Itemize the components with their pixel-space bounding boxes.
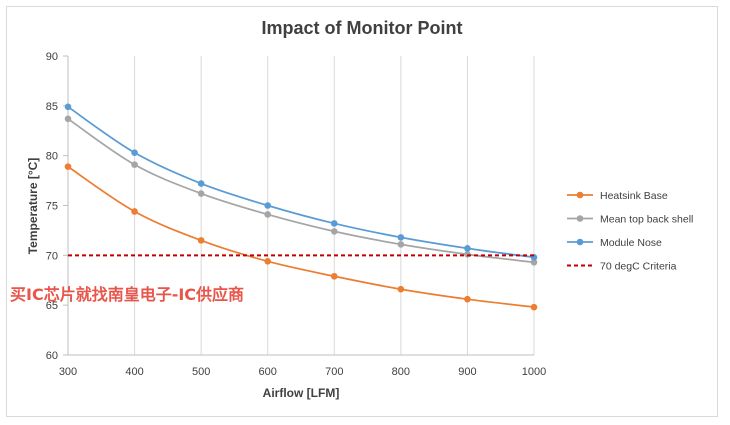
legend-label: 70 degC Criteria	[600, 261, 677, 273]
legend-item-mean-top-back-shell: Mean top back shell	[567, 214, 693, 226]
legend-label: Mean top back shell	[600, 214, 693, 226]
x-tick-label: 400	[125, 366, 143, 378]
data-point	[464, 295, 471, 303]
y-tick-label: 85	[46, 101, 58, 113]
chart-title: Impact of Monitor Point	[262, 18, 463, 38]
data-point	[464, 245, 471, 252]
data-point	[131, 149, 138, 156]
tick-labels: 300 400 500 600 700 800 900 1000 60 65 70 75 80 85 90	[46, 51, 546, 378]
y-tick-label: 90	[46, 51, 58, 63]
data-point	[64, 163, 72, 170]
data-point	[397, 285, 405, 293]
legend-item-70-degc-criteria: 70 degC Criteria	[567, 261, 677, 273]
data-point	[330, 272, 338, 280]
y-tick-label: 75	[46, 201, 58, 213]
legend-marker	[576, 215, 584, 222]
legend-label: Module Nose	[600, 237, 662, 249]
series-group	[64, 103, 538, 311]
legend-marker	[576, 238, 584, 246]
y-tick-label: 60	[46, 350, 58, 362]
x-tick-label: 300	[59, 366, 77, 378]
series-line	[67, 106, 535, 259]
x-tick-label: 900	[458, 366, 476, 378]
series-line	[67, 118, 535, 264]
data-point	[197, 190, 205, 197]
legend-item-module-nose: Module Nose	[567, 237, 662, 249]
data-point	[64, 103, 72, 111]
data-point	[264, 258, 272, 265]
x-tick-label: 600	[259, 366, 277, 378]
x-tick-label: 800	[392, 366, 410, 378]
x-tick-label: 700	[325, 366, 343, 378]
x-tick-label: 1000	[522, 366, 546, 378]
data-point	[397, 241, 405, 248]
y-axis-title: Temperature [°C]	[26, 158, 40, 255]
series-heatsink-base	[64, 163, 538, 311]
y-tick-label: 70	[46, 250, 58, 262]
data-point	[330, 220, 338, 227]
data-point	[64, 115, 72, 123]
legend: Heatsink Base Mean top back shell Module N…	[567, 190, 693, 273]
data-point	[330, 228, 338, 235]
y-tick-label: 80	[46, 151, 58, 163]
x-tick-label: 500	[192, 366, 210, 378]
legend-item-heatsink-base: Heatsink Base	[567, 190, 668, 202]
series-mean-top-back-shell	[64, 115, 538, 266]
data-point	[397, 234, 405, 241]
series-line	[67, 165, 535, 309]
data-point	[131, 161, 138, 168]
y-tick-label: 65	[46, 300, 58, 312]
legend-label: Heatsink Base	[600, 190, 668, 202]
chart-frame	[6, 6, 718, 417]
series-module-nose	[64, 103, 538, 261]
data-point	[264, 202, 272, 209]
data-point	[530, 303, 538, 311]
data-point	[530, 259, 538, 266]
grid-lines	[134, 56, 535, 355]
data-point	[197, 180, 205, 187]
x-axis-title: Airflow [LFM]	[263, 386, 340, 400]
legend-marker	[576, 191, 584, 199]
data-point	[264, 211, 272, 218]
axes	[63, 55, 534, 356]
data-point	[131, 208, 138, 215]
watermark-text: 买IC芯片就找南皇电子-IC供应商	[10, 285, 244, 304]
data-point	[197, 237, 205, 244]
